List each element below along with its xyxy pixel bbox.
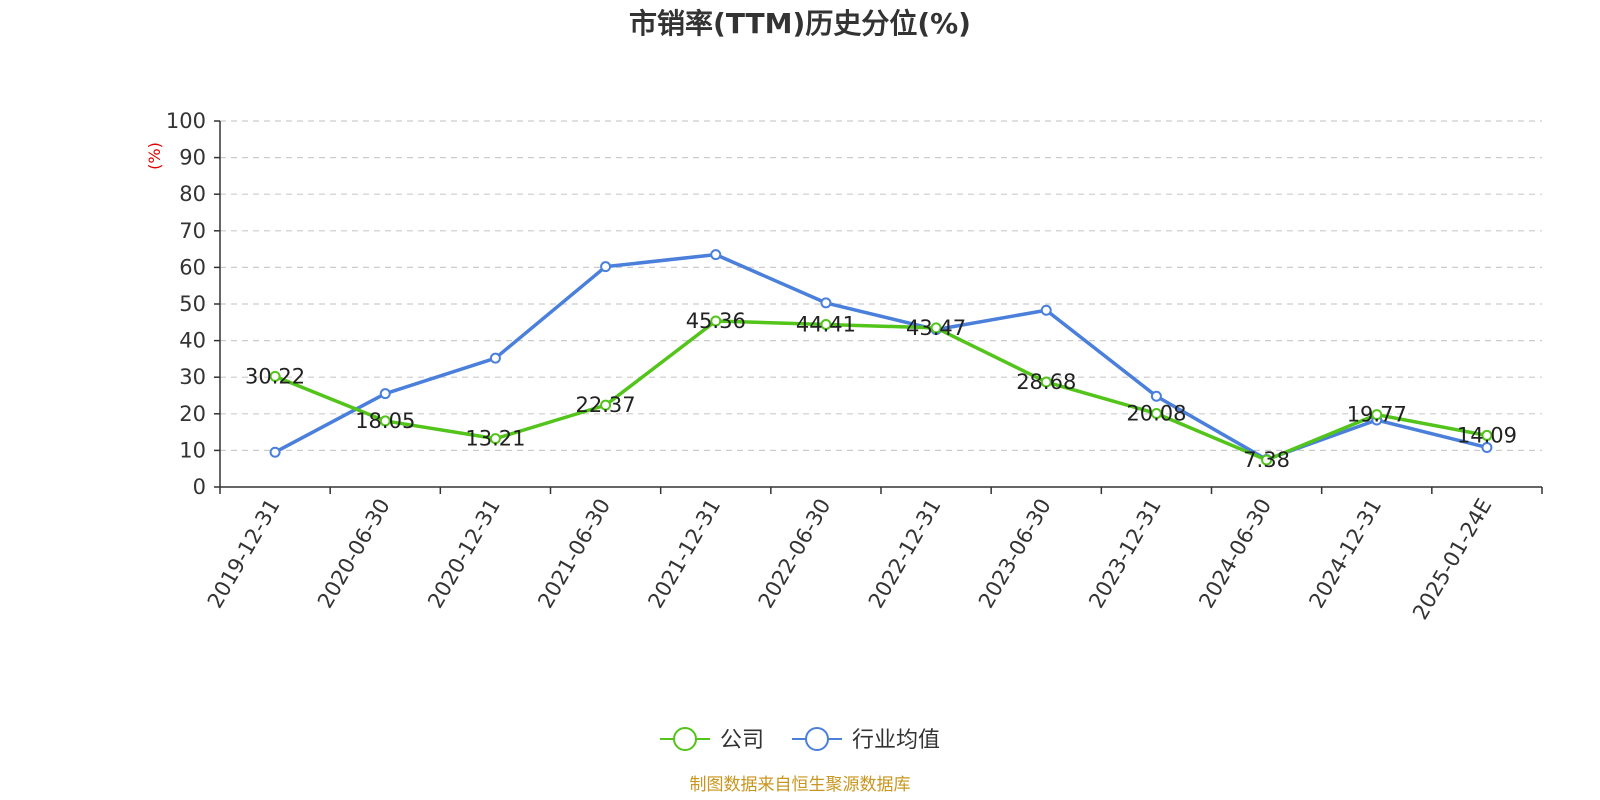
x-tick-label: 2022-12-31 xyxy=(864,494,946,612)
source-note: 制图数据来自恒生聚源数据库 xyxy=(690,775,911,795)
data-point[interactable] xyxy=(1371,409,1383,421)
data-point[interactable] xyxy=(1150,408,1162,420)
grid-lines xyxy=(220,120,1542,451)
y-tick-label: 70 xyxy=(179,219,206,243)
legend-marker xyxy=(805,727,829,751)
data-label: 43.47 xyxy=(906,316,966,340)
data-point[interactable] xyxy=(600,261,612,273)
legend-label: 公司 xyxy=(720,728,764,753)
data-point[interactable] xyxy=(489,433,501,445)
legend[interactable]: 公司 行业均值 xyxy=(660,727,940,753)
x-tick-label: 2024-12-31 xyxy=(1304,495,1386,613)
x-tick-label: 2021-12-31 xyxy=(643,495,725,613)
x-tick-label: 2020-06-30 xyxy=(313,495,395,613)
legend-marker xyxy=(673,727,697,751)
data-point[interactable] xyxy=(1481,429,1493,441)
data-point[interactable] xyxy=(269,446,281,458)
y-tick-label: 10 xyxy=(179,438,206,462)
y-tick-label: 40 xyxy=(179,329,206,353)
data-label: 20.08 xyxy=(1126,402,1186,426)
data-point[interactable] xyxy=(710,315,722,327)
data-point[interactable] xyxy=(1150,390,1162,402)
data-label: 13.21 xyxy=(465,427,525,451)
data-point[interactable] xyxy=(600,399,612,411)
legend-label: 行业均值 xyxy=(852,728,940,753)
y-tick-label: 50 xyxy=(179,292,206,316)
data-label: 30.22 xyxy=(245,364,305,388)
y-tick-label: 60 xyxy=(179,255,206,279)
data-point[interactable] xyxy=(820,318,832,330)
legend-item[interactable]: 公司 xyxy=(660,727,764,753)
y-tick-label: 20 xyxy=(179,402,206,426)
data-label: 44.41 xyxy=(796,312,856,336)
chart-title: 市销率(TTM)历史分位(%) xyxy=(629,7,971,40)
data-point[interactable] xyxy=(1040,376,1052,388)
data-label: 22.37 xyxy=(576,393,636,417)
data-point[interactable] xyxy=(1261,454,1273,466)
series xyxy=(269,249,1493,466)
data-point[interactable] xyxy=(930,322,942,334)
data-label: 14.09 xyxy=(1457,423,1517,447)
x-tick-label: 2020-12-31 xyxy=(423,494,505,612)
legend-item[interactable]: 行业均值 xyxy=(792,727,940,753)
data-point[interactable] xyxy=(1481,441,1493,453)
data-label: 18.05 xyxy=(355,409,415,433)
x-tick-label: 2025-01-24E xyxy=(1408,495,1496,624)
y-tick-label: 0 xyxy=(193,475,206,499)
data-point[interactable] xyxy=(820,297,832,309)
series-line xyxy=(274,319,1488,462)
data-point[interactable] xyxy=(379,415,391,427)
data-label: 7.38 xyxy=(1243,448,1290,472)
y-axis-label: (%) xyxy=(145,142,164,170)
x-tick-label: 2023-06-30 xyxy=(974,495,1056,613)
data-label: 28.68 xyxy=(1016,370,1076,394)
x-tick-label: 2024-06-30 xyxy=(1194,495,1276,613)
series-line xyxy=(274,252,1488,462)
data-labels: 30.22 18.05 13.21 22.37 45.36 44.41 43.47 28.68… xyxy=(245,309,1517,472)
data-point[interactable] xyxy=(489,352,501,364)
data-point[interactable] xyxy=(710,249,722,261)
x-tick-label: 2021-06-30 xyxy=(533,495,615,613)
x-tick-label: 2022-06-30 xyxy=(754,495,836,613)
axes: 0 10 20 30 40 50 60 70 80 90 100 2019-12-31 2020-06-… xyxy=(166,109,1543,624)
data-point[interactable] xyxy=(1040,304,1052,316)
y-tick-label: 90 xyxy=(179,146,206,170)
data-point[interactable] xyxy=(379,388,391,400)
x-tick-label: 2023-12-31 xyxy=(1084,495,1166,613)
data-point[interactable] xyxy=(269,370,281,382)
y-tick-label: 100 xyxy=(166,109,206,133)
x-tick-label: 2019-12-31 xyxy=(203,495,285,613)
data-label: 45.36 xyxy=(686,309,746,333)
data-label: 19.77 xyxy=(1347,403,1407,427)
y-tick-label: 30 xyxy=(179,365,206,389)
y-tick-label: 80 xyxy=(179,182,206,206)
